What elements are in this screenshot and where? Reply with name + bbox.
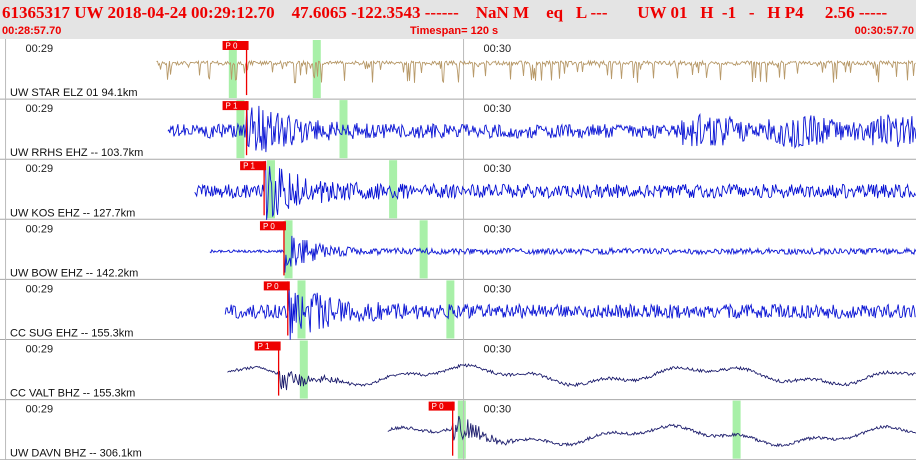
p-pick-flag[interactable] (240, 161, 267, 171)
minute-tick-label: 00:29 (26, 344, 54, 356)
travel-time-marker (228, 40, 237, 99)
event-header: 61365317 UW 2018-04-24 00:29:12.70 47.60… (0, 0, 916, 39)
p-pick-label: P 1 (243, 162, 255, 171)
p-pick-label: P 1 (226, 102, 238, 111)
travel-time-marker (299, 340, 308, 399)
minute-tick-label: 00:30 (484, 223, 512, 235)
p-pick-flag[interactable] (428, 401, 455, 411)
minute-tick-label: 00:30 (484, 404, 512, 416)
p-pick-flag[interactable] (254, 341, 281, 351)
travel-time-marker (266, 160, 275, 219)
minute-tick-label: 00:30 (484, 103, 512, 115)
minute-tick-label: 00:30 (484, 283, 512, 295)
station-label: CC SUG EHZ -- 155.3km (10, 328, 133, 340)
minute-tick-label: 00:30 (484, 163, 512, 175)
event-title: 61365317 UW 2018-04-24 00:29:12.70 47.60… (2, 3, 888, 22)
waveform-trace[interactable] (209, 235, 916, 273)
waveform-trace[interactable] (167, 105, 916, 153)
p-pick-label: P 0 (226, 42, 238, 51)
minute-tick-label: 00:30 (484, 43, 512, 55)
p-pick-label: P 0 (267, 282, 279, 291)
seismogram-panel[interactable]: 00:29 00:30 P 0 UW STAR ELZ 01 94.1km 00:29 0… (0, 39, 916, 460)
seismogram-canvas[interactable]: 00:29 00:30 P 0 UW STAR ELZ 01 94.1km 00:29 0… (0, 39, 916, 460)
station-label: UW RRHS EHZ -- 103.7km (10, 147, 143, 159)
station-label: CC VALT BHZ -- 155.3km (10, 388, 135, 400)
minute-tick-label: 00:30 (484, 344, 512, 356)
p-pick-label: P 1 (258, 342, 270, 351)
timespan-label: Timespan= 120 s (410, 25, 499, 37)
station-label: UW STAR ELZ 01 94.1km (10, 87, 138, 99)
waveform-trace[interactable] (224, 288, 916, 340)
waveform-trace[interactable] (227, 363, 916, 391)
waveform-trace[interactable] (156, 59, 916, 84)
p-pick-flag[interactable] (259, 221, 286, 231)
minute-tick-label: 00:29 (26, 283, 54, 295)
travel-time-marker (732, 400, 741, 459)
station-label: UW DAVN BHZ -- 306.1km (10, 448, 142, 460)
end-time: 00:30:57.70 (854, 25, 914, 37)
p-pick-label: P 0 (263, 222, 275, 231)
minute-tick-label: 00:29 (26, 223, 54, 235)
travel-time-marker (419, 220, 428, 279)
waveform-trace[interactable] (194, 160, 916, 220)
p-pick-flag[interactable] (263, 281, 290, 291)
minute-tick-label: 00:29 (26, 43, 54, 55)
minute-tick-label: 00:29 (26, 404, 54, 416)
minute-tick-label: 00:29 (26, 103, 54, 115)
minute-tick-label: 00:29 (26, 163, 54, 175)
travel-time-marker (284, 220, 293, 279)
p-pick-flag[interactable] (222, 101, 249, 111)
travel-time-marker (457, 400, 466, 459)
start-time: 00:28:57.70 (2, 25, 62, 37)
station-label: UW KOS EHZ -- 127.7km (10, 207, 135, 219)
p-pick-label: P 0 (432, 402, 444, 411)
station-label: UW BOW EHZ -- 142.2km (10, 267, 138, 279)
waveform-trace[interactable] (387, 415, 916, 448)
p-pick-flag[interactable] (222, 41, 249, 50)
travel-time-marker (389, 160, 398, 219)
